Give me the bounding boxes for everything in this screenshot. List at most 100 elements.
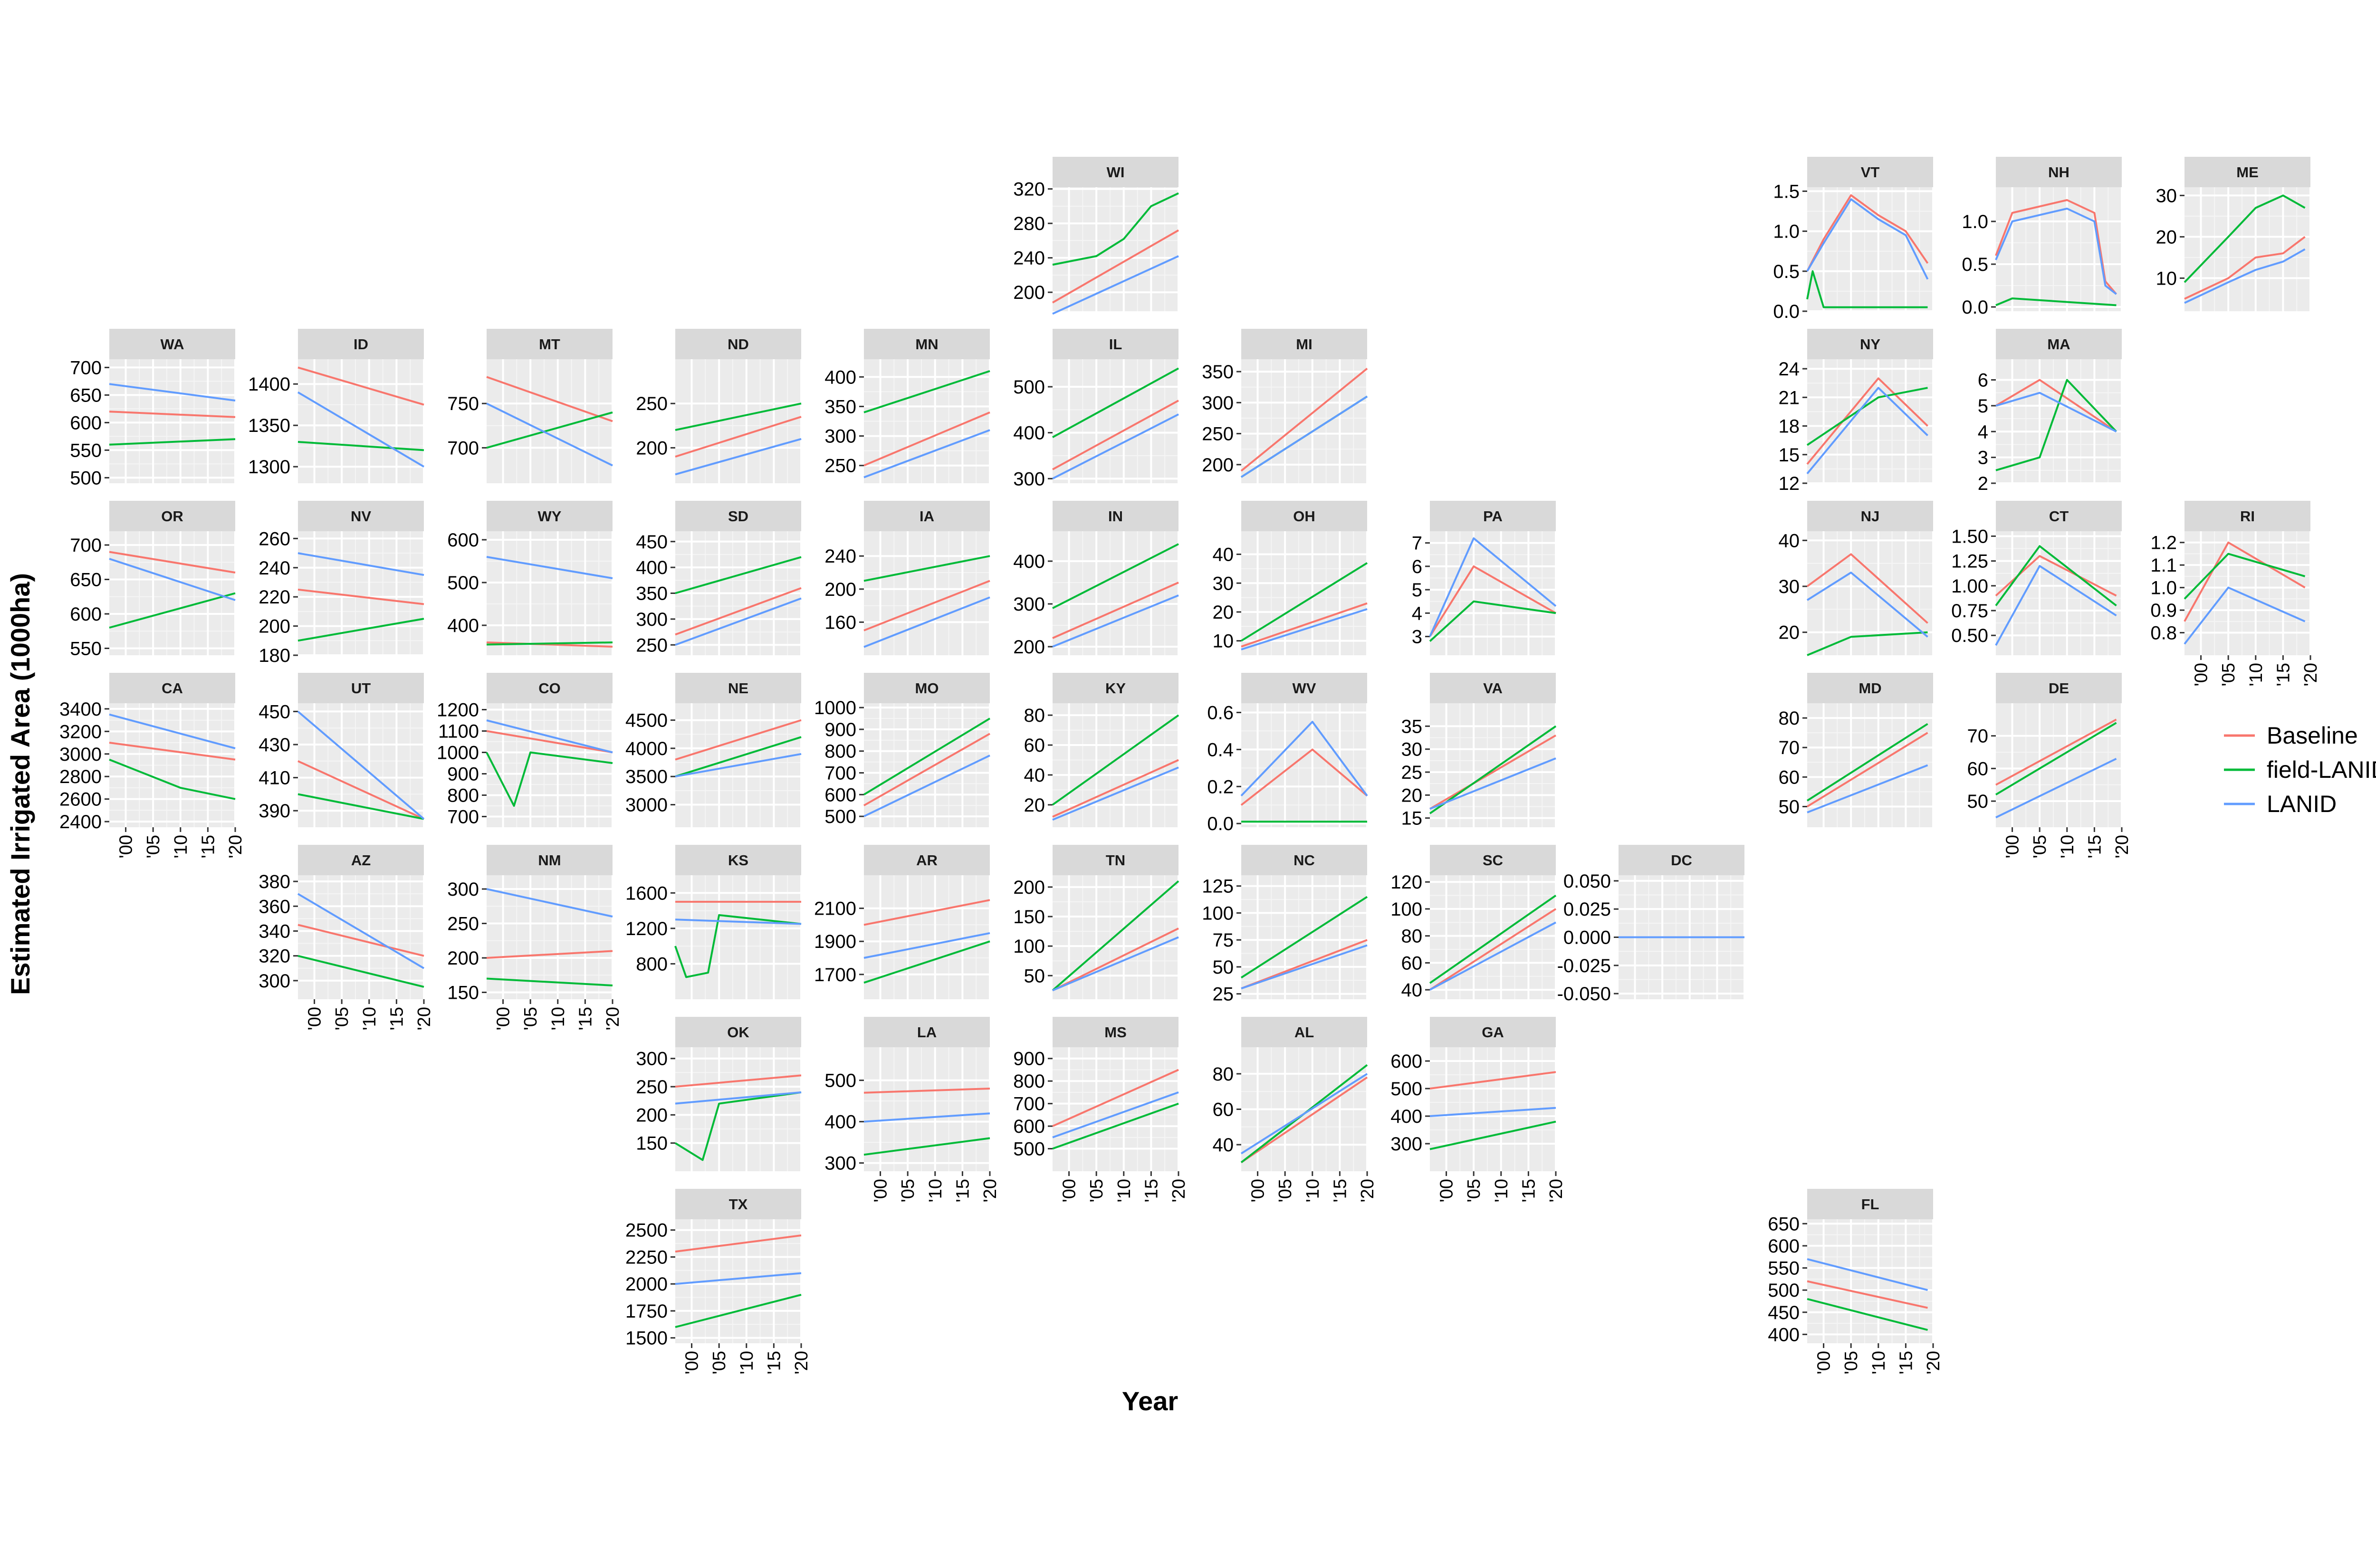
series-line-field-lanid [1052,714,1179,806]
panel-wy: WY 400 500 600 [447,501,613,655]
panel-vt: VT 0.0 0.5 1.0 1.5 [1773,157,1934,322]
y-tick-label: 500 [70,468,102,488]
facet-strip [675,845,801,875]
series-line-baseline [1995,718,2117,786]
y-tick-label: 500 [1768,1280,1800,1301]
facet-strip [1996,157,2122,187]
y-tick-label: 600 [447,530,479,551]
series-line-field-lanid [674,914,802,978]
x-axis-title: Year [1122,1386,1178,1416]
panel-ga: GA 300 400 500 600 '00 '05 '10 '15 '20 [1390,1017,1566,1203]
y-tick-label: 800 [636,954,668,975]
y-tick-label: 450 [636,532,668,553]
series-line-field-lanid [863,370,990,413]
series-line-baseline [297,924,424,957]
y-tick-label: 0.5 [1773,261,1800,282]
series-line-lanid [1240,1073,1368,1155]
facet-strip [2184,501,2310,531]
facet-strip [1430,845,1556,875]
series-line-lanid [1052,1091,1179,1138]
y-tick-label: 150 [636,1133,668,1154]
series-line-lanid [1807,764,1928,813]
panel-ri: RI 0.80.91.01.11.2 '00 '05 '10 '15 '20 [2150,501,2321,687]
facet-label: NY [1860,336,1880,353]
series-line-baseline [297,366,424,406]
y-tick-label: 1900 [814,931,856,952]
panel-ut: UT 390 410 430 450 [259,673,425,827]
series-line-field-lanid [486,411,613,449]
y-tick-label: 0.0 [1773,301,1800,322]
y-tick-label: 1400 [248,374,290,395]
series-line-field-lanid [1995,722,2117,796]
y-tick-label: 100 [1202,903,1234,924]
panel-mn: MN 250 300 350 400 [824,329,991,483]
panel-wv: WV 0.0 0.2 0.4 0.6 [1207,673,1368,834]
y-tick-label: 200 [1013,282,1045,303]
panel-background [1053,875,1178,999]
panel-id: ID 1300 1350 1400 [248,329,425,483]
x-tick-label: '20 [1924,1351,1944,1375]
panel-mi: MI 200 250 300 350 [1202,329,1368,483]
panel-background [864,1047,990,1171]
series-line-field-lanid [1052,880,1179,991]
x-tick-label: '10 [1114,1179,1134,1203]
x-tick-label: '05 [898,1179,918,1203]
panel-pa: PA 3 45 67 [1412,501,1557,655]
y-tick-label: 600 [70,412,102,433]
series-line-baseline [486,730,613,754]
facet-strip [1807,673,1933,703]
y-tick-label: 24 [1779,359,1800,380]
series-line-lanid [1429,757,1556,810]
panel-me: ME 10 20 30 [2156,157,2311,311]
panel-background [1053,531,1178,655]
x-tick-label: '10 [360,1007,380,1031]
facet-strip [1241,501,1367,531]
facet-strip [864,845,990,875]
x-tick-label: '20 [792,1351,812,1375]
y-tick-label: 1000 [814,698,856,718]
y-tick-label: 2000 [625,1274,668,1295]
facet-label: MS [1104,1024,1127,1041]
y-tick-label: 0.6 [1207,702,1234,723]
y-tick-label: 30 [1401,739,1423,760]
series-line-baseline [1995,555,2117,597]
y-tick-label: 280 [1013,213,1045,234]
facet-label: CO [538,680,561,697]
y-tick-label: 600 [1390,1051,1422,1072]
facet-strip [109,329,235,359]
series-line-baseline [1995,199,2117,295]
y-tick-label: 240 [259,558,290,579]
facet-strip [864,673,990,703]
series-line-field-lanid [1429,725,1557,814]
facet-strip [1241,673,1367,703]
y-tick-label: 1600 [625,883,668,904]
panel-mt: MT 700 750 [447,329,613,483]
y-tick-label: 40 [1213,1135,1234,1156]
y-tick-label: 800 [1013,1071,1045,1092]
y-tick-label: 0.0 [1962,297,1988,318]
series-line-baseline [1052,759,1179,818]
panel-background [675,875,801,999]
panel-nd: ND 200 250 [636,329,802,483]
series-line-baseline [1429,1071,1556,1090]
x-tick-label: '05 [2219,663,2239,687]
y-tick-label: 2250 [625,1247,668,1268]
x-tick-label: '20 [1546,1179,1566,1203]
panel-background [1807,531,1933,655]
facet-strip [1996,673,2122,703]
series-line-field-lanid [675,402,802,431]
series-line-field-lanid [1429,1120,1556,1150]
series-line-field-lanid [109,592,236,629]
facet-label: TX [729,1196,748,1213]
series-line-baseline [1052,582,1179,639]
facet-strip [1430,673,1556,703]
facet-label: RI [2240,508,2255,525]
y-tick-label: 18 [1779,416,1800,437]
facet-label: CT [2049,508,2069,525]
y-tick-label: 350 [636,583,668,604]
facet-label: TN [1106,852,1125,869]
x-tick-label: '00 [2003,835,2023,859]
